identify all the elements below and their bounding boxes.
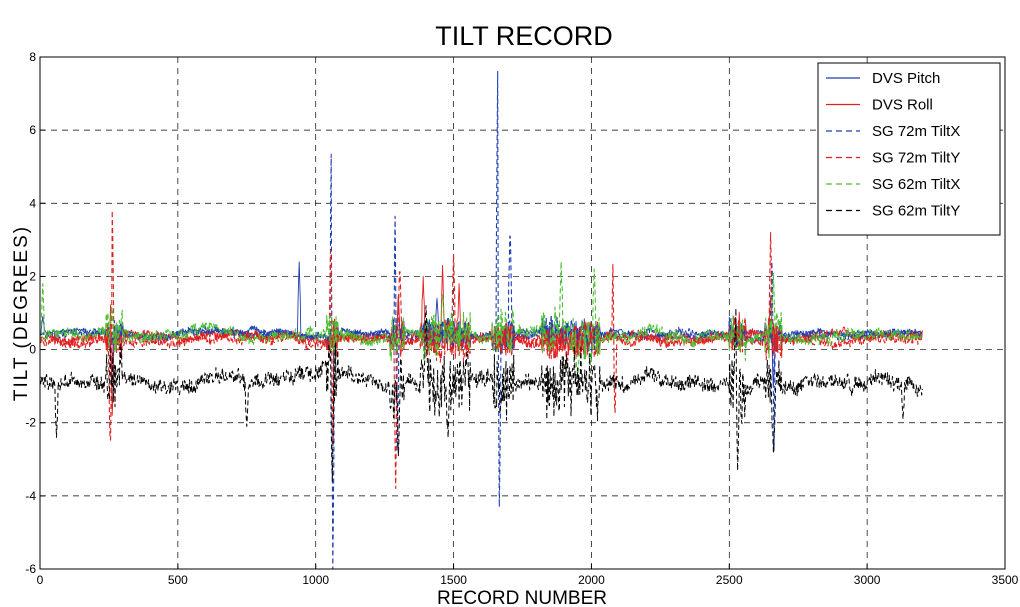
plot-frame xyxy=(39,56,1006,570)
y-tick-label: 6 xyxy=(29,123,36,137)
x-tick-label: 3500 xyxy=(992,573,1019,587)
y-tick-label: -4 xyxy=(25,489,36,503)
y-axis: -6 -4 -2 0 2 4 6 8 xyxy=(25,50,45,576)
series-group xyxy=(39,71,923,570)
series-line-sg-72m-tilty xyxy=(39,210,923,490)
legend: DVS Pitch DVS Roll SG 72m TiltX SG 72m Tilt… xyxy=(817,62,1001,236)
series-line-sg-62m-tiltx xyxy=(39,261,923,376)
x-tick-label: 1500 xyxy=(440,573,467,587)
legend-label: SG 62m TiltX xyxy=(872,176,960,193)
y-tick-label: -2 xyxy=(25,416,36,430)
y-tick-label: 2 xyxy=(29,269,36,283)
y-tick-label: 0 xyxy=(29,343,36,357)
legend-label: SG 72m TiltX xyxy=(872,123,960,140)
legend-label: DVS Roll xyxy=(872,97,933,114)
legend-label: SG 72m TiltY xyxy=(872,150,960,167)
x-axis-label: RECORD NUMBER xyxy=(437,588,607,607)
x-tick-label: 0 xyxy=(37,573,44,587)
x-axis: 0 500 1000 1500 2000 2500 3000 3500 xyxy=(37,564,1019,587)
legend-label: SG 62m TiltY xyxy=(872,203,960,220)
x-tick-label: 500 xyxy=(168,573,188,587)
chart-title: TILT RECORD xyxy=(435,21,613,51)
x-tick-label: 1000 xyxy=(302,573,329,587)
series-line-sg-62m-tilty xyxy=(39,305,923,482)
x-tick-label: 2500 xyxy=(716,573,743,587)
y-axis-label: TILT (DEGREES) xyxy=(11,225,32,401)
legend-label: DVS Pitch xyxy=(872,70,940,87)
y-tick-label: -6 xyxy=(25,562,36,576)
x-tick-label: 3000 xyxy=(854,573,881,587)
y-tick-label: 4 xyxy=(29,196,36,210)
y-tick-label: 8 xyxy=(29,50,36,64)
legend-box xyxy=(817,62,1001,236)
x-tick-label: 2000 xyxy=(578,573,605,587)
